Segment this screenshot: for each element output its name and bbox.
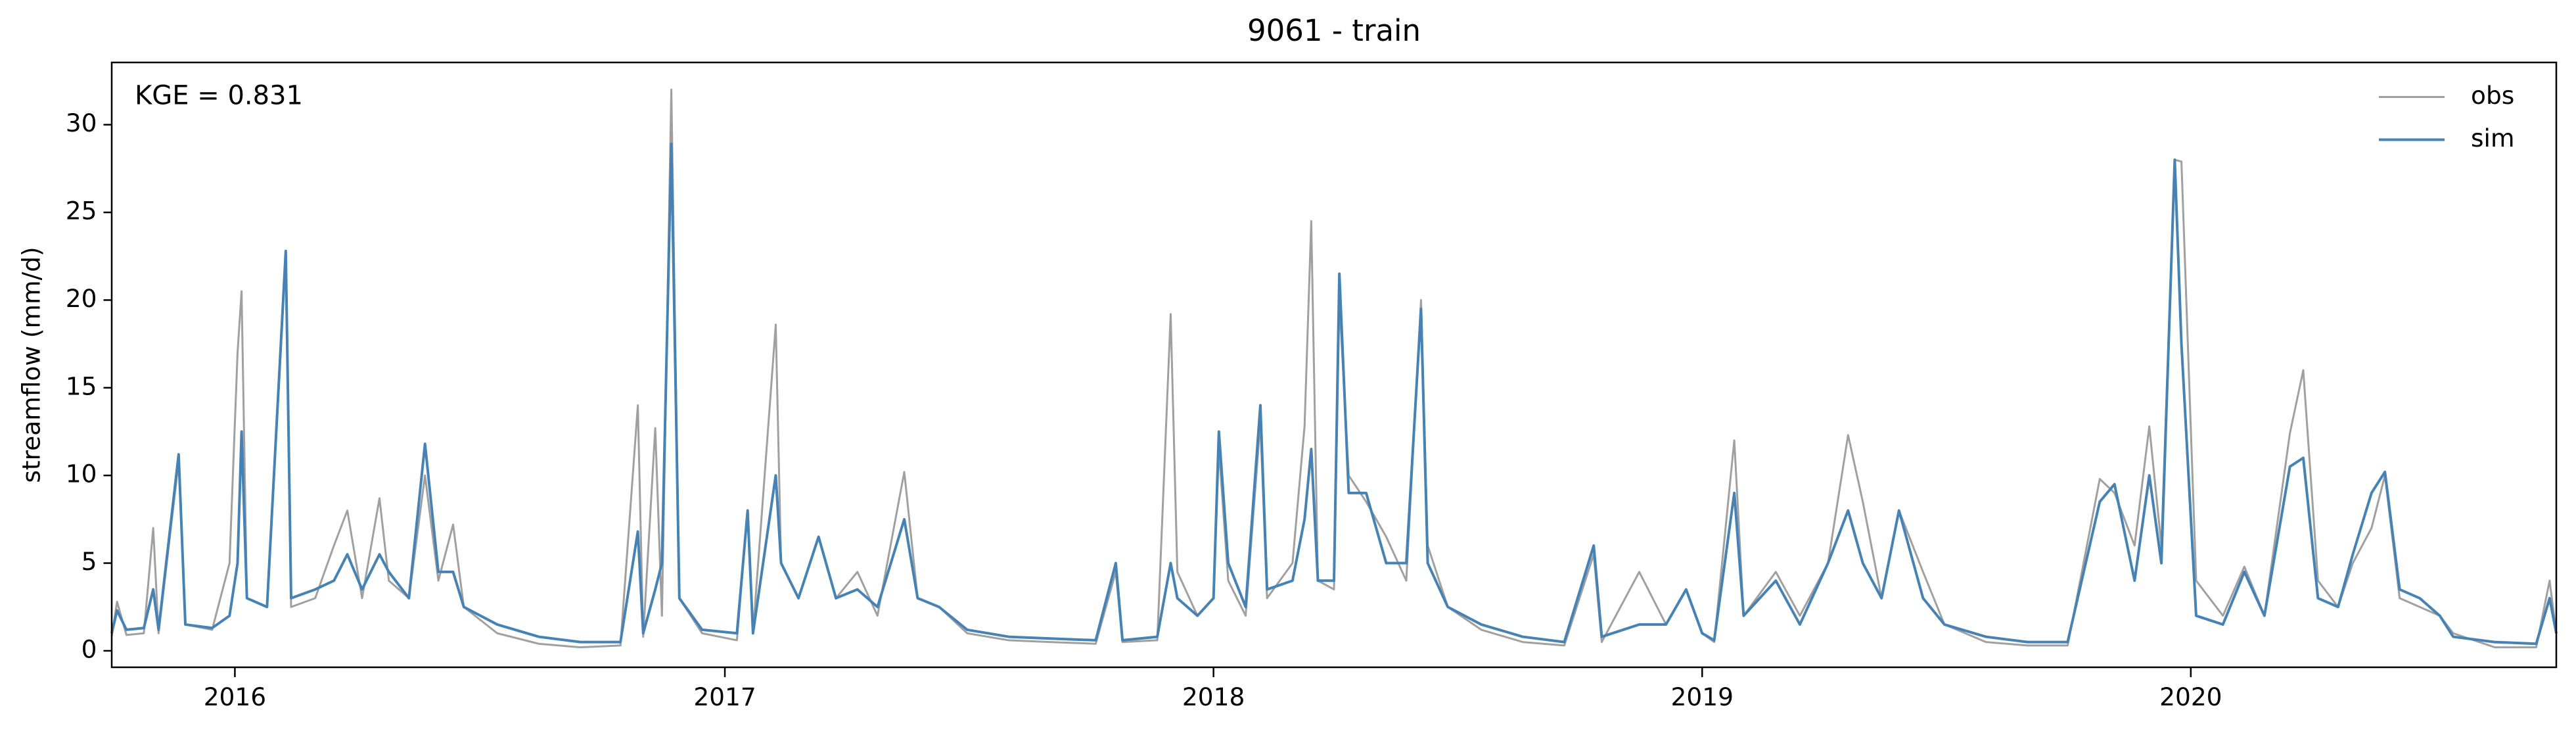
x-tick-label: 2018 — [1182, 682, 1245, 711]
legend-label: obs — [2471, 81, 2514, 110]
x-tick-label: 2019 — [1671, 682, 1734, 711]
y-tick-label: 15 — [66, 371, 97, 400]
y-tick-label: 20 — [66, 284, 97, 313]
y-tick-label: 0 — [81, 634, 97, 663]
y-axis-label: streamflow (mm/d) — [17, 247, 46, 483]
series-line — [110, 143, 2558, 646]
chart-title: 9061 - train — [1247, 13, 1421, 48]
x-tick-label: 2016 — [204, 682, 266, 711]
annotation: KGE = 0.831 — [135, 81, 303, 111]
y-tick-label: 5 — [81, 547, 97, 576]
y-tick-label: 30 — [66, 108, 97, 137]
x-tick-label: 2020 — [2159, 682, 2222, 711]
plot-frame — [110, 61, 2558, 669]
y-tick-label: 10 — [66, 460, 97, 488]
x-tick-label: 2017 — [693, 682, 756, 711]
legend-label: sim — [2471, 124, 2515, 153]
y-tick-label: 25 — [66, 197, 97, 225]
